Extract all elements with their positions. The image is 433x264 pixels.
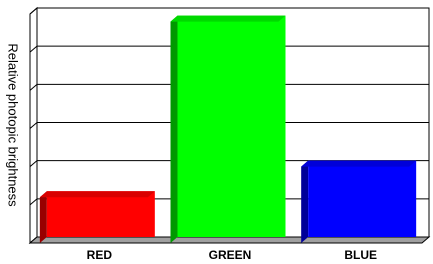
grid-line-side	[29, 83, 38, 91]
grid-line-side	[29, 198, 38, 206]
bar-top	[170, 15, 286, 22]
grid-line-side	[29, 45, 38, 53]
bar-top	[39, 191, 155, 198]
y-axis-label: Relative photopic brightness	[6, 43, 21, 207]
grid-line-side	[29, 122, 38, 129]
bar-top	[301, 160, 417, 167]
bar	[46, 191, 155, 237]
x-tick-label: GREEN	[209, 248, 252, 262]
grid-line-side	[29, 160, 38, 168]
bar-side	[301, 160, 309, 243]
bar-side	[39, 191, 47, 243]
bar-side	[170, 15, 178, 244]
x-tick-label: RED	[87, 248, 113, 262]
bar	[177, 15, 286, 238]
floor	[28, 236, 431, 244]
bar	[308, 160, 417, 237]
x-tick-label: BLUE	[344, 248, 377, 262]
grid-line-side	[29, 7, 38, 15]
